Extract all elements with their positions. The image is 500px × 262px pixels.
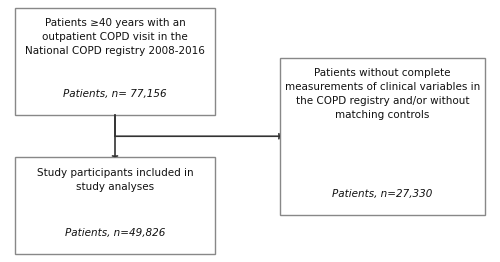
- Text: Patients without complete
measurements of clinical variables in
the COPD registr: Patients without complete measurements o…: [285, 68, 480, 120]
- Text: Patients, n=49,826: Patients, n=49,826: [65, 228, 165, 238]
- Text: Study participants included in
study analyses: Study participants included in study ana…: [36, 168, 194, 192]
- Text: Patients, n= 77,156: Patients, n= 77,156: [63, 89, 167, 99]
- Bar: [15, 157, 215, 254]
- Bar: [280, 58, 485, 215]
- Bar: [15, 8, 215, 115]
- Text: Patients ≥40 years with an
outpatient COPD visit in the
National COPD registry 2: Patients ≥40 years with an outpatient CO…: [25, 18, 205, 56]
- Text: Patients, n=27,330: Patients, n=27,330: [332, 189, 432, 199]
